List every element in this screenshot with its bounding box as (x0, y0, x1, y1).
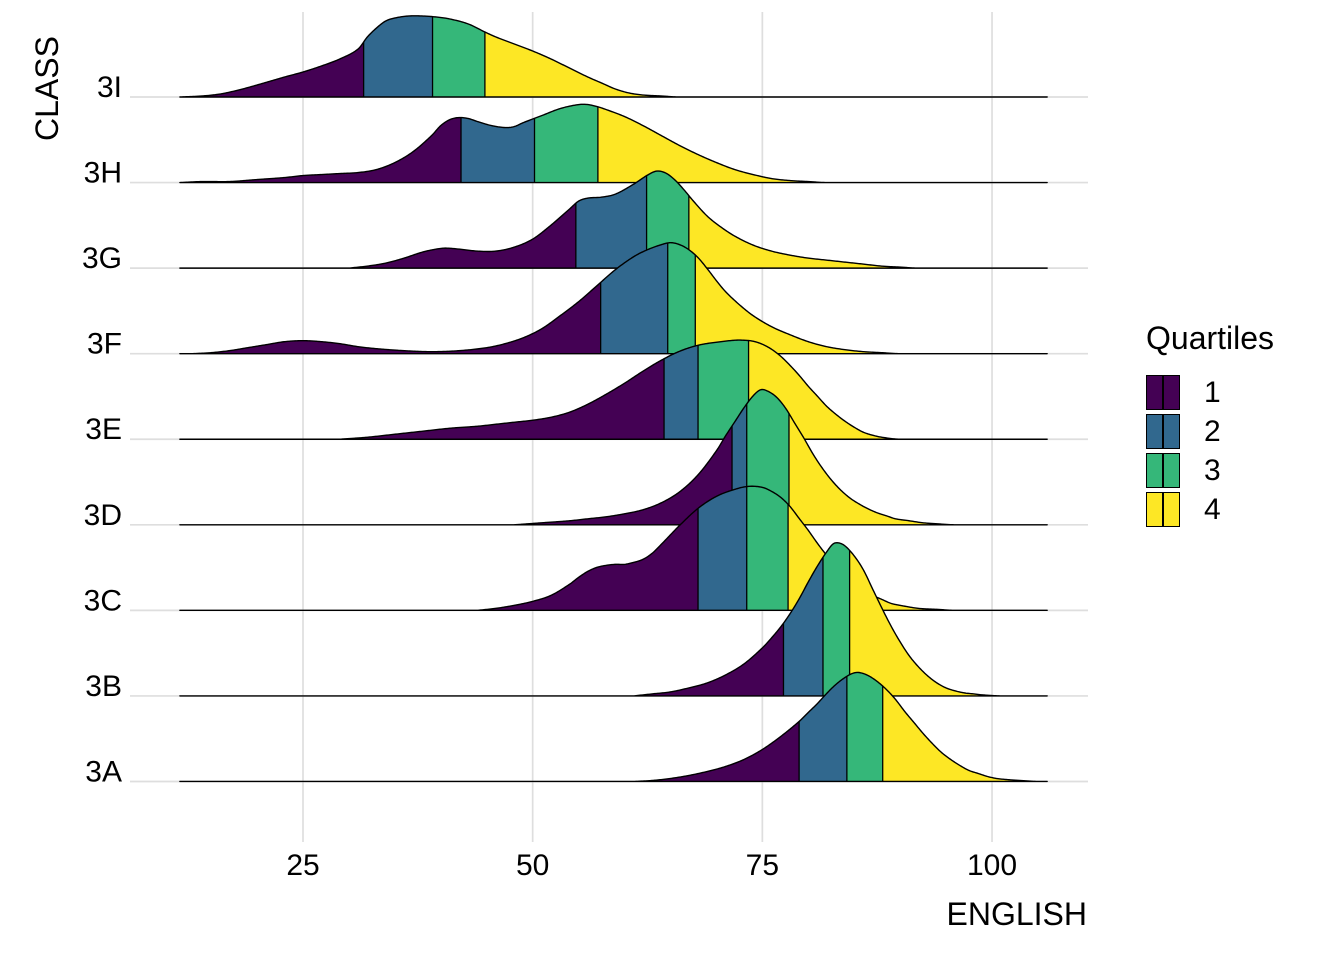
quartile-1-area (179, 425, 733, 525)
legend-swatch-icon (1146, 414, 1180, 450)
y-tick-label-3G: 3G (82, 242, 122, 275)
legend-entry-2: 2 (1146, 412, 1336, 451)
legend: Quartiles 1 2 3 4 (1146, 320, 1336, 529)
quartile-4-area (788, 413, 1048, 525)
y-tick-label-3E: 3E (85, 413, 122, 446)
quartile-2-area (698, 486, 747, 611)
quartile-2-area (461, 117, 535, 183)
legend-entry-4: 4 (1146, 490, 1336, 529)
quartile-3-area (698, 340, 749, 440)
legend-label: 1 (1204, 375, 1221, 409)
legend-swatch-icon (1146, 492, 1180, 528)
quantile-line-icon (1162, 454, 1164, 488)
y-tick-label-3C: 3C (84, 584, 122, 617)
quartile-3-area (822, 542, 850, 696)
legend-swatch-icon (1146, 453, 1180, 489)
quartile-2-area (363, 15, 433, 98)
ridge-3E (179, 339, 1048, 440)
quartile-1-area (179, 358, 665, 440)
legend-entry-1: 1 (1146, 373, 1336, 412)
quartile-1-area (179, 623, 784, 696)
ridge-3B (179, 542, 1048, 697)
quantile-line-icon (1162, 493, 1164, 527)
quartile-4-area (597, 106, 1048, 183)
tick-labels: 3I 3H 3G 3F 3E 3D 3C 3B 3A 25 50 75 100 (82, 71, 1017, 882)
legend-entries: 1 2 3 4 (1146, 373, 1336, 529)
quantile-line-icon (1162, 376, 1164, 410)
legend-swatch-icon (1146, 375, 1180, 411)
legend-label: 4 (1204, 492, 1221, 526)
x-tick-label-25: 25 (286, 849, 319, 882)
quartile-3-area (534, 104, 598, 183)
y-tick-label-3H: 3H (84, 157, 122, 190)
y-tick-label-3I: 3I (97, 71, 122, 104)
quartile-1-area (179, 721, 800, 782)
quartile-1-area (179, 42, 364, 97)
y-axis-title: CLASS (29, 36, 65, 141)
quartile-4-area (849, 550, 1048, 696)
ridge-3A (179, 671, 1048, 783)
quartile-4-area (882, 686, 1048, 782)
density-outline (179, 671, 1048, 783)
quartile-1-area (179, 282, 601, 354)
y-tick-label-3D: 3D (84, 499, 122, 532)
quartile-2-area (575, 175, 647, 269)
x-axis-title: ENGLISH (947, 896, 1087, 932)
quartile-4-area (748, 340, 1048, 440)
density-outline (179, 388, 1048, 526)
quantile-line-icon (1162, 415, 1164, 449)
quartile-2-area (783, 557, 823, 696)
ridge-3G (179, 170, 1048, 269)
quartile-3-area (432, 16, 485, 97)
legend-title: Quartiles (1146, 320, 1275, 356)
quartile-2-area (799, 676, 847, 782)
density-outline (179, 15, 1048, 98)
y-tick-label-3F: 3F (87, 328, 122, 361)
quartile-2-area (600, 242, 668, 354)
quartile-4-area (695, 254, 1048, 354)
quartile-2-area (664, 345, 699, 440)
y-tick-label-3A: 3A (85, 755, 122, 788)
quartile-1-area (179, 203, 576, 269)
y-tick-label-3B: 3B (85, 670, 122, 703)
ridges (179, 15, 1048, 783)
quartile-3-area (667, 242, 696, 354)
x-tick-label-75: 75 (746, 849, 779, 882)
x-tick-label-100: 100 (967, 849, 1017, 882)
x-tick-label-50: 50 (516, 849, 549, 882)
ridge-3I (179, 15, 1048, 98)
quartile-3-area (846, 672, 883, 782)
density-outline (179, 542, 1048, 697)
quartile-4-area (484, 32, 1048, 97)
quartile-4-area (688, 195, 1048, 269)
density-outline (179, 103, 1048, 184)
legend-label: 3 (1204, 453, 1221, 487)
density-outline (179, 241, 1048, 355)
density-outline (179, 339, 1048, 440)
ridge-3H (179, 103, 1048, 184)
ridge-3C (179, 485, 1048, 612)
quartile-3-area (746, 486, 789, 611)
density-outline (179, 485, 1048, 612)
quartile-1-area (179, 508, 699, 611)
density-outline (179, 170, 1048, 269)
quartile-1-area (179, 117, 462, 183)
legend-entry-3: 3 (1146, 451, 1336, 490)
legend-label: 2 (1204, 414, 1221, 448)
